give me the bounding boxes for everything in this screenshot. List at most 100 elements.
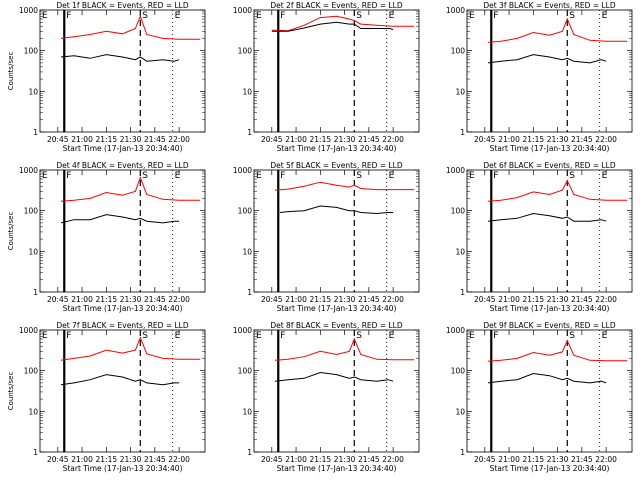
x-tick-label: 21:15 [96,135,118,144]
y-tick-label: 1 [33,128,38,137]
detector-panel: Det 2f BLACK = Events, RED = LLD 1 10 100 10… [233,1,420,153]
panel-title: Det 6f BLACK = Events, RED = LLD [483,161,616,170]
y-tick-label: 100 [451,47,466,56]
x-tick-label: 21:30 [334,295,356,304]
y-tick-label: 10 [455,407,465,416]
event-marker-label: F [493,171,498,181]
x-tick-label: 20:45 [261,295,283,304]
events-series-line [60,214,180,224]
event-marker-label: E [469,331,475,341]
lld-series-line [487,17,628,43]
y-tick-label: 1000 [446,6,465,15]
event-marker-label: E [602,331,608,341]
x-tick-label: 21:30 [120,135,142,144]
x-tick-label: 20:45 [261,135,283,144]
x-tick-label: 20:45 [47,295,69,304]
lld-series-line [271,15,415,32]
y-tick-label: 1000 [233,166,252,175]
x-tick-label: 21:45 [571,455,593,464]
x-tick-label: 20:45 [474,135,496,144]
events-series-line [279,205,394,215]
x-tick-label: 21:15 [523,295,545,304]
y-tick-label: 1000 [446,166,465,175]
y-tick-label: 1000 [446,326,465,335]
detector-panel: Det 5f BLACK = Events, RED = LLD 1 10 100 10… [233,161,420,313]
x-tick-label: 21:30 [334,455,356,464]
x-tick-label: 20:45 [474,455,496,464]
event-marker-label: E [42,171,48,181]
x-tick-label: 21:30 [120,455,142,464]
detector-panel: Det 3f BLACK = Events, RED = LLD 1 10 100 10… [446,1,633,153]
x-tick-label: 21:45 [358,455,380,464]
detector-panel: Det 8f BLACK = Events, RED = LLD 1 10 100 10… [233,321,420,473]
y-tick-label: 1 [247,448,252,457]
y-tick-label: 1000 [19,326,38,335]
x-axis-label: Start Time (17-Jan-13 20:34:40) [63,464,183,473]
lld-series-line [60,336,201,361]
event-marker-label: E [175,11,181,21]
panel-title: Det 3f BLACK = Events, RED = LLD [483,1,616,10]
events-series-line [60,374,180,386]
x-axis-label: Start Time (17-Jan-13 20:34:40) [277,304,397,313]
events-series-line [271,21,394,32]
event-marker-label: S [356,331,362,341]
panel-title: Det 2f BLACK = Events, RED = LLD [270,1,403,10]
event-marker-label: E [256,11,262,21]
x-tick-label: 22:00 [382,295,404,304]
y-tick-label: 10 [28,407,38,416]
y-tick-label: 1 [33,288,38,297]
x-tick-label: 21:45 [144,135,166,144]
event-marker-label: F [280,331,285,341]
event-marker-label: E [256,331,262,341]
detector-panel: Det 6f BLACK = Events, RED = LLD 1 10 100 10… [446,161,633,313]
x-tick-label: 21:15 [523,455,545,464]
x-tick-label: 22:00 [595,135,617,144]
panel-title: Det 9f BLACK = Events, RED = LLD [483,321,616,330]
x-tick-label: 21:15 [96,295,118,304]
x-tick-label: 21:30 [547,295,569,304]
x-axis-label: Start Time (17-Jan-13 20:34:40) [490,304,610,313]
x-tick-label: 21:00 [285,135,307,144]
x-tick-label: 20:45 [474,295,496,304]
event-marker-label: F [66,11,71,21]
detector-panel: Det 4f BLACK = Events, RED = LLD 1 10 100 10… [7,161,206,313]
lld-series-line [274,181,415,191]
x-tick-label: 21:00 [71,135,93,144]
x-tick-label: 21:00 [71,455,93,464]
x-tick-label: 22:00 [382,455,404,464]
event-marker-label: E [389,331,395,341]
y-tick-label: 100 [451,207,466,216]
event-marker-label: F [280,171,285,181]
events-series-line [487,54,607,64]
y-tick-label: 1 [33,448,38,457]
events-series-line [487,372,607,384]
lld-series-line [60,176,201,202]
x-tick-label: 21:30 [334,135,356,144]
y-tick-label: 100 [238,207,253,216]
y-tick-label: 100 [451,367,466,376]
x-tick-label: 21:00 [71,295,93,304]
x-tick-label: 20:45 [261,455,283,464]
detector-panel: Det 9f BLACK = Events, RED = LLD 1 10 100 10… [446,321,633,473]
events-series-line [60,54,180,62]
x-tick-label: 21:00 [285,295,307,304]
event-marker-label: E [175,331,181,341]
x-axis-label: Start Time (17-Jan-13 20:34:40) [277,144,397,153]
event-marker-label: S [569,331,575,341]
y-tick-label: 10 [28,87,38,96]
x-tick-label: 22:00 [168,135,190,144]
event-marker-label: E [469,11,475,21]
event-marker-label: S [142,171,148,181]
events-series-line [274,371,394,382]
y-tick-label: 1 [247,288,252,297]
panel-title: Det 5f BLACK = Events, RED = LLD [270,161,403,170]
x-axis-label: Start Time (17-Jan-13 20:34:40) [490,464,610,473]
x-tick-label: 21:00 [498,455,520,464]
x-axis-label: Start Time (17-Jan-13 20:34:40) [63,304,183,313]
y-tick-label: 1 [460,448,465,457]
event-marker-label: E [256,171,262,181]
event-marker-label: E [389,11,395,21]
x-axis-label: Start Time (17-Jan-13 20:34:40) [490,144,610,153]
detector-panel: Det 1f BLACK = Events, RED = LLD 1 10 100 10… [7,1,206,153]
event-marker-label: S [142,331,148,341]
